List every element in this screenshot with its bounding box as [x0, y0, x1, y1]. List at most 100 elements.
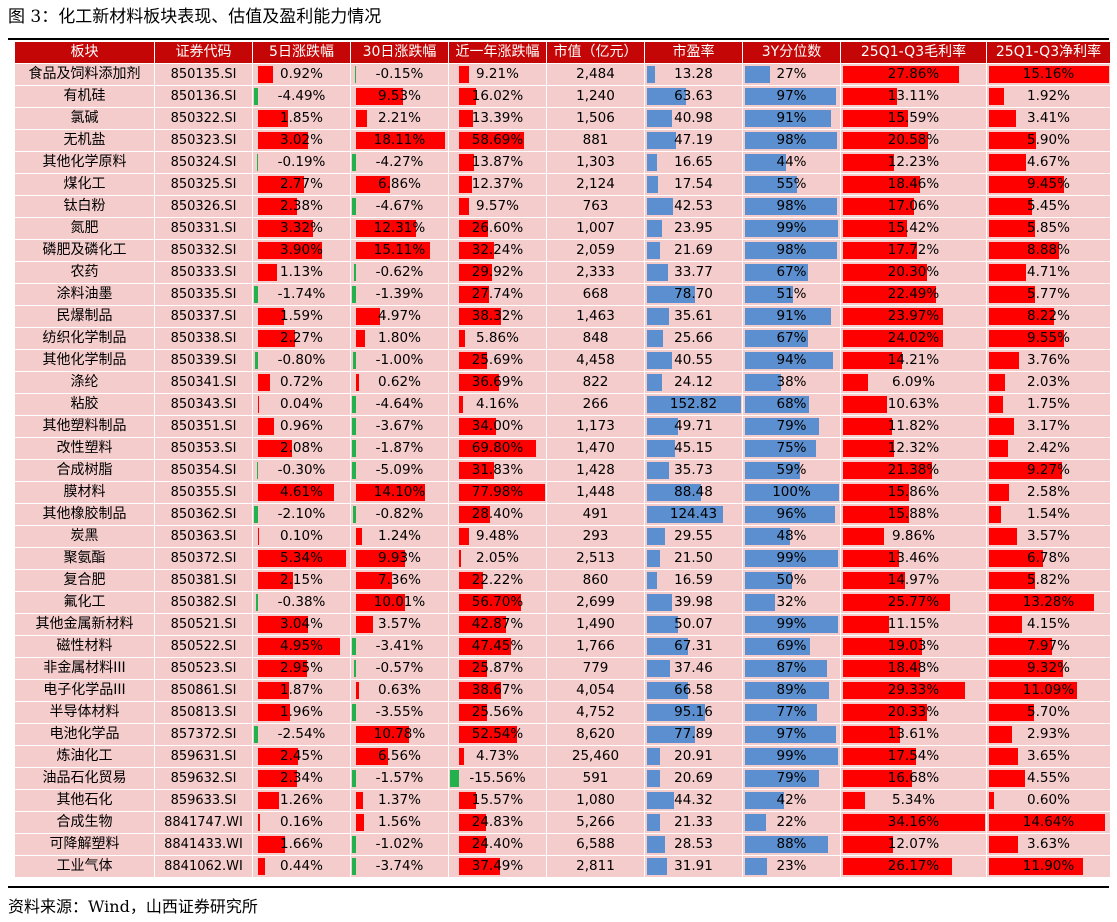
- security-code: 850325.SI: [170, 177, 237, 192]
- market-cap-cell: 266: [547, 394, 645, 416]
- market-cap-cell: 8,620: [547, 724, 645, 746]
- gross-margin-bar: [843, 792, 866, 809]
- net-margin-cell: 4.67%: [987, 152, 1111, 174]
- gross-margin-bar: [843, 682, 965, 699]
- gross-margin-bar: [843, 352, 902, 369]
- security-code: 850324.SI: [170, 155, 237, 170]
- change-30d-cell: 10.01%: [351, 592, 449, 614]
- change-1y-cell: 24.40%: [449, 834, 547, 856]
- percentile-3y-bar: [745, 682, 829, 699]
- change-5d: -2.10%: [277, 506, 326, 522]
- percentile-3y-bar: [745, 462, 801, 479]
- percentile-3y-bar: [745, 748, 839, 765]
- change-1y-cell: 9.21%: [449, 64, 547, 86]
- market-cap-cell: 779: [547, 658, 645, 680]
- security-code: 850521.SI: [170, 617, 237, 632]
- gross-margin: 14.21%: [887, 352, 940, 368]
- gross-margin: 25.77%: [887, 594, 940, 610]
- change-1y-cell: 38.67%: [449, 680, 547, 702]
- market-cap-cell: 4,054: [547, 680, 645, 702]
- pe-ratio: 29.55: [674, 528, 713, 544]
- change-5d-bar: [257, 572, 294, 589]
- sector-name-cell: 其他金属新材料: [15, 614, 155, 636]
- pe-ratio: 47.19: [674, 132, 713, 148]
- pe-ratio-bar: [647, 660, 670, 677]
- pe-ratio-cell: 23.95: [645, 218, 743, 240]
- pe-ratio: 40.55: [674, 352, 713, 368]
- change-30d-cell: 6.86%: [351, 174, 449, 196]
- gross-margin: 27.86%: [887, 66, 940, 82]
- net-margin-cell: 9.45%: [987, 174, 1111, 196]
- percentile-3y-cell: 88%: [743, 834, 841, 856]
- table-row: 炭黑 850363.SI 0.10% 1.24% 9.48% 293 29.55 48% 9.8…: [15, 526, 1111, 548]
- market-cap-cell: 2,124: [547, 174, 645, 196]
- sector-name-cell: 炭黑: [15, 526, 155, 548]
- change-30d-cell: 4.97%: [351, 306, 449, 328]
- sector-name-cell: 粘胶: [15, 394, 155, 416]
- change-30d-bar: [355, 110, 367, 127]
- change-30d-bar: [355, 242, 431, 259]
- market-cap-cell: 25,460: [547, 746, 645, 768]
- pe-ratio-bar: [647, 66, 656, 83]
- change-30d: -1.02%: [375, 836, 424, 852]
- change-30d-bar: [352, 396, 356, 413]
- sector-name: 磷肥及磷化工: [42, 242, 127, 258]
- gross-margin-bar: [843, 132, 929, 149]
- change-1y-bar: [458, 374, 500, 391]
- net-margin: 5.77%: [1027, 286, 1070, 302]
- pe-ratio: 88.48: [674, 484, 713, 500]
- market-cap: 1,448: [576, 484, 615, 500]
- gross-margin-bar: [843, 264, 928, 281]
- pe-ratio-bar: [647, 286, 696, 303]
- net-margin-bar: [989, 176, 1064, 193]
- change-30d-cell: -1.39%: [351, 284, 449, 306]
- sector-name: 有机硅: [63, 88, 106, 104]
- net-margin-bar: [989, 792, 994, 809]
- change-30d: 10.01%: [373, 594, 426, 610]
- pe-ratio-cell: 21.69: [645, 240, 743, 262]
- table-row: 其他化学原料 850324.SI -0.19% -4.27% 13.87% 1,303 16…: [15, 152, 1111, 174]
- pe-ratio: 16.65: [674, 154, 713, 170]
- net-margin-bar: [989, 220, 1036, 237]
- change-30d: 4.97%: [378, 308, 421, 324]
- sector-name-cell: 聚氨酯: [15, 548, 155, 570]
- change-30d-bar: [352, 352, 356, 369]
- change-5d: -0.38%: [277, 594, 326, 610]
- change-1y: 13.39%: [471, 110, 524, 126]
- net-margin-bar: [989, 374, 1006, 391]
- net-margin-cell: 14.64%: [987, 812, 1111, 834]
- gross-margin: 21.38%: [887, 462, 940, 478]
- change-5d-bar: [256, 462, 258, 479]
- change-1y-bar: [458, 484, 545, 501]
- percentile-3y: 50%: [776, 572, 807, 588]
- change-5d-cell: 2.15%: [253, 570, 351, 592]
- pe-ratio-bar: [647, 242, 661, 259]
- change-30d: 18.11%: [373, 132, 426, 148]
- change-30d: 2.21%: [378, 110, 421, 126]
- pe-ratio-cell: 77.89: [645, 724, 743, 746]
- pe-ratio-cell: 17.54: [645, 174, 743, 196]
- table-row: 电子化学品III 850861.SI 1.87% 0.63% 38.67% 4,054 66…: [15, 680, 1111, 702]
- security-code: 850332.SI: [170, 243, 237, 258]
- percentile-3y: 96%: [776, 506, 807, 522]
- pe-ratio-bar: [647, 748, 660, 765]
- table-row: 其他橡胶制品 850362.SI -2.10% -0.82% 28.40% 491 124.…: [15, 504, 1111, 526]
- change-1y-bar: [458, 704, 487, 721]
- change-5d-cell: 3.32%: [253, 218, 351, 240]
- percentile-3y-cell: 44%: [743, 152, 841, 174]
- percentile-3y-bar: [745, 638, 810, 655]
- change-30d: 1.80%: [378, 330, 421, 346]
- change-30d-cell: 1.24%: [351, 526, 449, 548]
- pe-ratio: 67.31: [674, 638, 713, 654]
- sector-name: 炼油化工: [56, 748, 113, 764]
- change-1y-bar: [458, 682, 502, 699]
- pe-ratio: 42.53: [674, 198, 713, 214]
- net-margin-cell: 3.76%: [987, 350, 1111, 372]
- change-5d: -0.80%: [277, 352, 326, 368]
- change-30d-cell: 14.10%: [351, 482, 449, 504]
- percentile-3y: 97%: [776, 726, 807, 742]
- change-30d-cell: -0.62%: [351, 262, 449, 284]
- net-margin-cell: 3.65%: [987, 746, 1111, 768]
- security-code: 850337.SI: [170, 309, 237, 324]
- pe-ratio-bar: [647, 484, 702, 501]
